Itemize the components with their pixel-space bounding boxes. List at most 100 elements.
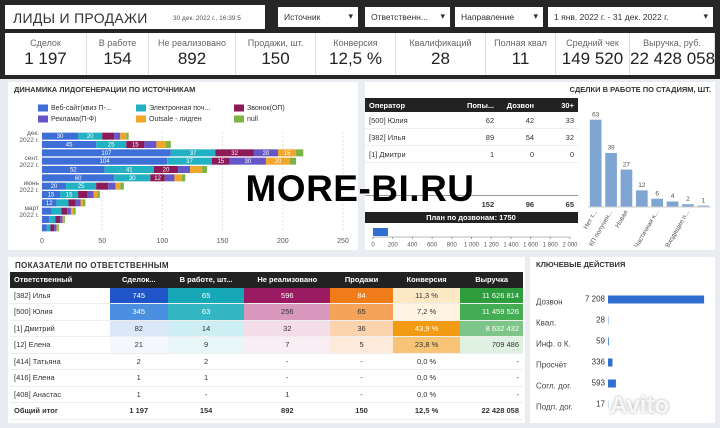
chart-title: План по дозвонам: 1750 (426, 213, 516, 222)
cell: 7 (244, 336, 331, 354)
kpi-value: 149 520 (561, 49, 624, 68)
chart-title: КЛЮЧЕВЫЕ ДЕЙСТВИЯ (536, 260, 625, 269)
legend-label: null (247, 116, 258, 123)
bar (608, 358, 613, 367)
row: [416] Елена 1 1- -0,0 % - (10, 369, 523, 387)
x-tick-label: 200 (388, 243, 399, 249)
bar (635, 190, 648, 207)
bar-segment (114, 174, 151, 182)
filter-dropdown[interactable]: Ответственн... (365, 7, 450, 27)
bar (605, 152, 617, 207)
filter-dropdown[interactable]: Направление (455, 7, 543, 27)
kpi-label: Конверсия (333, 38, 378, 48)
x-tick-label: 1 600 (523, 243, 539, 249)
bar-segment (296, 149, 304, 157)
category-label: Просчёт (536, 361, 567, 370)
x-tick-label: 250 (337, 238, 349, 245)
bar-segment (42, 224, 47, 232)
data-label: 15 (132, 143, 139, 149)
bar-segment (67, 207, 71, 215)
empty-cell (458, 163, 498, 180)
x-tick-label: 2 000 (562, 243, 578, 249)
column-header[interactable]: Выручка (460, 272, 523, 288)
table-wrap: Ответственный Сделок... В работе, шт... Не … (10, 272, 523, 420)
row: [500] Юлия 62 42 33 (365, 112, 578, 129)
cell: 2 (109, 353, 168, 370)
x-tick-label: 600 (427, 243, 438, 249)
total-cell: 150 (330, 402, 393, 420)
bar-segment (144, 141, 157, 148)
column-header[interactable]: Ответственный (10, 272, 110, 288)
column-header[interactable]: Конверсия (392, 272, 461, 288)
total-cell: 22 428 058 (460, 402, 523, 420)
data-label: 336 (592, 358, 606, 367)
cell: 33 (538, 112, 578, 129)
bar-segment (80, 199, 83, 207)
bar-segment (126, 132, 129, 140)
bar-segment (46, 224, 51, 232)
cell: 63 (167, 303, 245, 321)
column-header[interactable]: Сделок... (109, 272, 168, 288)
legend-swatch (38, 104, 48, 112)
bar-segment (215, 149, 254, 157)
data-label: 32 (231, 151, 238, 157)
category-label: Подп. дог. (536, 403, 573, 412)
empty-cell (498, 179, 538, 196)
cell: 82 (109, 320, 168, 337)
bar-segment (253, 149, 278, 157)
cell: 89 (458, 128, 499, 146)
bar-segment (63, 216, 65, 223)
category-label: Квал. (536, 319, 556, 328)
bar-segment (96, 141, 127, 148)
bar-segment (166, 141, 171, 148)
operators-table: Оператор Попы... Дозвон 30+ [500] Юлия 62 42 33… (365, 98, 578, 213)
bar (666, 201, 679, 207)
bar (608, 295, 705, 304)
y-tick-label: июнь 2022 г. (19, 180, 39, 194)
bar-segment (277, 149, 297, 157)
data-label: 15 (48, 193, 55, 199)
table: Ответственный Сделок... В работе, шт... Не … (10, 272, 523, 420)
bar-segment (42, 191, 61, 198)
cell: - (330, 353, 393, 370)
kpi-label: Средний чек (566, 38, 619, 48)
bar-segment (70, 207, 74, 215)
column-header[interactable]: 30+ (538, 98, 578, 112)
cell: [408] Анастас (10, 386, 110, 403)
bar-segment (61, 207, 68, 215)
bar-segment (42, 166, 105, 173)
cell: 21 (109, 336, 168, 354)
bar-segment (93, 191, 98, 198)
filter-dropdown[interactable]: Источник (278, 7, 358, 27)
column-header[interactable]: Не реализовано (244, 272, 331, 288)
bar-segment (229, 157, 266, 165)
cell: [12] Елена (10, 336, 110, 354)
column-header[interactable]: Продажи (330, 272, 393, 288)
bar-segment (126, 141, 145, 148)
bar-segment (49, 216, 56, 223)
bar-segment (62, 216, 64, 223)
cell: [1] Дмитрий (10, 320, 110, 337)
data-label: 20 (87, 134, 94, 140)
filter-dropdown[interactable]: 1 янв. 2022 г. - 31 дек. 2022 г. (548, 7, 713, 27)
data-label: 37 (190, 151, 197, 157)
header-row: Оператор Попы... Дозвон 30+ (365, 98, 578, 112)
bar-segment (55, 216, 61, 223)
data-label: 28 (596, 316, 605, 325)
x-tick-label: 100 (157, 238, 169, 245)
responsible-panel: ПОКАЗАТЕЛИ ПО ОТВЕТСТВЕННЫМ Ответственны… (8, 257, 525, 423)
cell: 1 (244, 386, 331, 403)
kpi-card: Не реализовано 892 (149, 33, 236, 75)
cell: - (330, 369, 393, 387)
data-label: 593 (592, 379, 606, 388)
cell: 9 (167, 336, 245, 354)
empty-cell (538, 179, 578, 196)
spacer-row (365, 179, 578, 196)
kpi-label: Продажи, шт. (247, 38, 304, 48)
category-label: Согл. дог. (536, 382, 571, 391)
row: [500] Юлия 345 63 256 65 7,2 % 11 459 526 (10, 303, 523, 321)
cell: - (167, 386, 245, 403)
column-header[interactable]: В работе, шт... (167, 272, 245, 288)
kpi-card: Продажи, шт. 150 (236, 33, 316, 75)
